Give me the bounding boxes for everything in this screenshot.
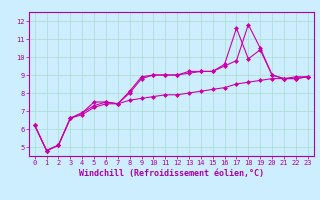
X-axis label: Windchill (Refroidissement éolien,°C): Windchill (Refroidissement éolien,°C)	[79, 169, 264, 178]
